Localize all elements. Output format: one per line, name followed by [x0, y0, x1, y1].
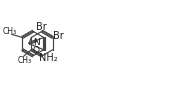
Text: CH₃: CH₃	[18, 56, 32, 65]
Text: N: N	[34, 38, 40, 47]
Text: CH₃: CH₃	[3, 27, 17, 36]
Text: NH₂: NH₂	[39, 53, 57, 63]
Text: O: O	[32, 46, 39, 55]
Text: Br: Br	[53, 31, 64, 41]
Text: Br: Br	[36, 22, 46, 32]
